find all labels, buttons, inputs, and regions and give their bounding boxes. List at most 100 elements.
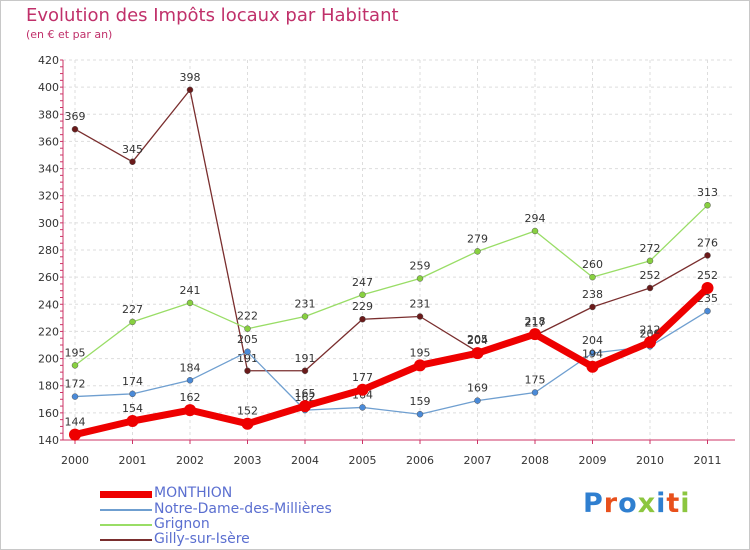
data-label-gilly-sur-is-re: 205: [467, 333, 488, 346]
data-point-notre-dame-des-milli-res: [244, 348, 251, 356]
data-point-grignon: [301, 313, 309, 320]
data-label-gilly-sur-is-re: 229: [352, 300, 373, 313]
y-tick-label: 260: [38, 271, 59, 284]
data-label-notre-dame-des-milli-res: 169: [467, 382, 488, 395]
x-tick-label: 2010: [636, 454, 664, 467]
y-tick-label: 160: [38, 407, 59, 420]
series-line-monthion: [71, 284, 711, 439]
data-point-gilly-sur-is-re: [301, 367, 309, 375]
data-label-grignon: 247: [352, 276, 373, 289]
data-point-notre-dame-des-milli-res: [416, 410, 424, 418]
data-point-grignon: [416, 275, 424, 282]
x-tick-label: 2005: [349, 454, 377, 467]
y-tick-label: 180: [38, 380, 59, 393]
legend-item-grignon: Grignon: [100, 516, 400, 533]
data-label-grignon: 272: [640, 242, 661, 255]
data-point-grignon: [474, 248, 481, 255]
data-label-monthion: 152: [237, 405, 258, 418]
data-label-gilly-sur-is-re: 369: [65, 110, 86, 123]
legend-swatch-gilly: [100, 539, 152, 541]
y-tick-label: 240: [38, 298, 59, 311]
data-point-monthion: [471, 347, 484, 360]
legend-label-monthion: MONTHION: [154, 485, 233, 501]
data-label-monthion: 162: [180, 391, 201, 404]
chart-subtitle: (en € et par an): [26, 28, 113, 41]
data-point-gilly-sur-is-re: [71, 125, 79, 133]
y-tick-label: 420: [38, 54, 59, 67]
data-point-gilly-sur-is-re: [646, 284, 654, 292]
data-label-grignon: 260: [582, 258, 603, 271]
data-label-notre-dame-des-milli-res: 159: [410, 395, 431, 408]
data-label-monthion: 252: [697, 269, 718, 282]
data-label-grignon: 259: [410, 260, 431, 273]
data-label-gilly-sur-is-re: 238: [582, 288, 603, 301]
x-tick-label: 2003: [234, 454, 262, 467]
data-point-monthion: [701, 282, 714, 294]
data-point-notre-dame-des-milli-res: [474, 397, 481, 404]
legend-item-notre-dame: Notre-Dame-des-Millières: [100, 501, 400, 518]
y-tick-label: 280: [38, 244, 59, 257]
data-point-notre-dame-des-milli-res: [129, 390, 136, 398]
data-point-gilly-sur-is-re: [244, 367, 251, 375]
data-label-monthion: 204: [467, 334, 488, 347]
data-label-gilly-sur-is-re: 231: [410, 298, 431, 311]
data-label-notre-dame-des-milli-res: 205: [237, 333, 258, 346]
data-point-gilly-sur-is-re: [129, 158, 136, 166]
x-tick-label: 2007: [464, 454, 492, 467]
y-tick-label: 320: [38, 190, 59, 203]
y-tick-label: 400: [38, 81, 59, 94]
data-point-gilly-sur-is-re: [186, 86, 194, 94]
data-point-grignon: [704, 201, 711, 209]
data-point-notre-dame-des-milli-res: [531, 389, 539, 396]
data-point-gilly-sur-is-re: [416, 313, 424, 320]
legend-label-notre-dame: Notre-Dame-des-Millières: [154, 501, 332, 517]
data-label-gilly-sur-is-re: 345: [122, 143, 143, 156]
data-label-grignon: 195: [65, 346, 86, 359]
data-point-grignon: [531, 227, 539, 235]
data-point-monthion: [356, 383, 369, 396]
data-label-notre-dame-des-milli-res: 175: [525, 374, 546, 387]
data-point-grignon: [71, 362, 79, 369]
data-label-notre-dame-des-milli-res: 172: [65, 378, 86, 391]
y-tick-label: 380: [38, 108, 59, 121]
legend-label-gilly: Gilly-sur-Isère: [154, 531, 250, 547]
x-tick-label: 2009: [579, 454, 607, 467]
data-point-grignon: [589, 273, 596, 281]
data-point-monthion: [644, 336, 656, 349]
x-tick-label: 2004: [291, 454, 319, 467]
y-tick-label: 140: [38, 434, 59, 447]
x-tick-label: 2006: [406, 454, 434, 467]
legend-swatch-grignon: [100, 524, 152, 526]
data-point-grignon: [244, 325, 251, 332]
legend-swatch-monthion: [100, 491, 152, 498]
data-label-monthion: 212: [640, 323, 661, 336]
data-point-grignon: [646, 257, 654, 265]
legend-item-gilly: Gilly-sur-Isère: [100, 531, 400, 548]
data-label-gilly-sur-is-re: 191: [295, 352, 316, 365]
data-label-monthion: 195: [410, 346, 431, 359]
data-label-notre-dame-des-milli-res: 174: [122, 375, 143, 388]
data-point-monthion: [184, 404, 196, 417]
data-point-monthion: [299, 400, 311, 413]
data-point-grignon: [186, 299, 194, 307]
data-label-grignon: 241: [180, 284, 201, 297]
series-line-notre-dame-des-milli-res: [74, 310, 709, 415]
data-label-gilly-sur-is-re: 276: [697, 236, 718, 249]
x-tick-label: 2002: [176, 454, 204, 467]
data-point-monthion: [69, 428, 81, 441]
data-label-monthion: 154: [122, 402, 143, 415]
data-label-grignon: 313: [697, 186, 718, 199]
data-point-grignon: [359, 291, 366, 299]
x-tick-label: 2008: [521, 454, 549, 467]
y-tick-label: 200: [38, 353, 59, 366]
data-point-gilly-sur-is-re: [589, 303, 596, 311]
chart-title: Evolution des Impôts locaux par Habitant: [26, 5, 399, 26]
legend-label-grignon: Grignon: [154, 516, 210, 532]
data-point-notre-dame-des-milli-res: [359, 404, 366, 411]
data-label-notre-dame-des-milli-res: 204: [582, 334, 603, 347]
x-tick-label: 2011: [694, 454, 722, 467]
proxiti-logo: Proxiti: [583, 488, 691, 519]
data-point-notre-dame-des-milli-res: [186, 377, 194, 384]
data-label-gilly-sur-is-re: 398: [180, 71, 201, 84]
data-label-grignon: 231: [295, 298, 316, 311]
